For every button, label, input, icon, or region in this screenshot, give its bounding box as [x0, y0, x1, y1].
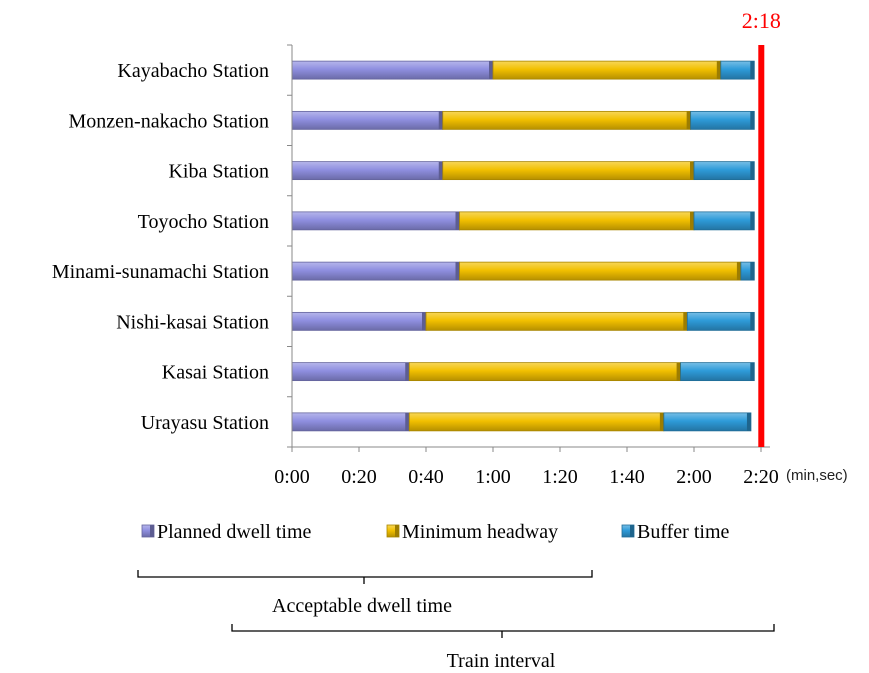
- bar-segment: [492, 60, 722, 80]
- x-tick-label: 1:40: [609, 466, 645, 488]
- bar-segment-bevel: [455, 262, 460, 281]
- bar-segment: [693, 211, 755, 231]
- bar-segment-bevel: [438, 111, 443, 130]
- bar-segment: [291, 110, 444, 130]
- train-interval-bracket: [231, 624, 775, 638]
- bar-segment-bevel: [405, 362, 410, 381]
- acceptable-dwell-bracket: [137, 570, 593, 584]
- category-label: Kiba Station: [168, 161, 269, 183]
- bar-segment: [291, 311, 427, 331]
- bar-segment: [291, 412, 410, 432]
- bar-segment: [690, 110, 755, 130]
- bar-segment: [442, 110, 692, 130]
- bar-segment: [291, 60, 494, 80]
- bar-segment-bevel: [750, 161, 755, 180]
- bar-segment-bevel: [746, 412, 751, 431]
- bar-segment-bevel: [683, 312, 688, 331]
- bar-segment: [291, 261, 460, 281]
- train-interval-brace: Train interval: [231, 624, 775, 672]
- bar-segment: [408, 412, 665, 432]
- bar-segment-bevel: [676, 362, 681, 381]
- bar-segment-bevel: [690, 211, 694, 230]
- x-tick-label: 2:20: [743, 466, 779, 488]
- x-ticks: 0:00 0:20 0:40 1:00 1:20 1:40 2:00 2:20: [274, 447, 779, 488]
- category-label: Kasai Station: [162, 362, 269, 384]
- x-tick-label: 0:00: [274, 466, 310, 488]
- bar-segment-bevel: [750, 211, 755, 230]
- x-tick-label: 0:20: [341, 466, 377, 488]
- legend-swatch-bevel: [630, 525, 634, 537]
- bar-segment-bevel: [736, 262, 741, 281]
- x-unit-label: (min,sec): [786, 467, 848, 484]
- bar-segment: [291, 161, 444, 181]
- bar-segment-bevel: [750, 362, 755, 381]
- bar-segment: [442, 161, 695, 181]
- legend-label: Planned dwell time: [157, 521, 312, 543]
- category-label: Minami-sunamachi Station: [52, 261, 269, 283]
- bar-segment-bevel: [405, 412, 410, 431]
- bar-segment: [291, 362, 410, 382]
- bar-segment: [680, 362, 755, 382]
- x-tick-label: 1:00: [475, 466, 511, 488]
- bar-segment: [663, 412, 752, 432]
- acceptable-dwell-brace: Acceptable dwell time: [137, 570, 593, 617]
- bar-segment-bevel: [750, 61, 755, 80]
- bar-segment-bevel: [438, 161, 443, 180]
- bars: [291, 60, 755, 432]
- acceptable-dwell-label: Acceptable dwell time: [272, 595, 452, 617]
- bar-segment: [425, 311, 688, 331]
- bar-segment: [720, 60, 755, 80]
- bar-segment: [408, 362, 682, 382]
- x-tick-label: 0:40: [408, 466, 444, 488]
- category-label: Monzen-nakacho Station: [69, 110, 270, 132]
- legend-label: Buffer time: [637, 521, 730, 543]
- bar-segment-bevel: [750, 312, 755, 331]
- x-tick-label: 2:00: [676, 466, 712, 488]
- reference-line-label: 2:18: [742, 8, 781, 33]
- legend-swatch-bevel: [150, 525, 154, 537]
- bar-segment-bevel: [686, 111, 691, 130]
- bar-segment: [291, 211, 460, 231]
- bar-segment-bevel: [659, 412, 664, 431]
- category-label: Kayabacho Station: [117, 60, 269, 82]
- legend-swatch-bevel: [395, 525, 399, 537]
- bar-segment: [459, 211, 695, 231]
- bar-segment-bevel: [422, 312, 426, 331]
- category-label: Urayasu Station: [141, 412, 269, 434]
- category-label: Nishi-kasai Station: [116, 311, 269, 333]
- bar-segment-bevel: [716, 61, 721, 80]
- category-labels: Kayabacho Station Monzen-nakacho Station K…: [52, 60, 269, 434]
- bar-segment-bevel: [750, 111, 755, 130]
- bar-segment: [693, 161, 755, 181]
- x-tick-label: 1:20: [542, 466, 578, 488]
- legend-label: Minimum headway: [402, 521, 558, 543]
- axes: [287, 44, 770, 448]
- reference-line-group: 2:18: [742, 8, 781, 447]
- bar-segment: [459, 261, 742, 281]
- bar-segment-bevel: [455, 211, 460, 230]
- category-label: Toyocho Station: [138, 211, 269, 233]
- bar-segment: [686, 311, 755, 331]
- bar-segment-bevel: [750, 262, 755, 281]
- bar-segment-bevel: [489, 61, 493, 80]
- legend: Planned dwell time Minimum headway Buffer …: [141, 521, 730, 543]
- train-interval-label: Train interval: [447, 650, 556, 672]
- bar-segment-bevel: [690, 161, 694, 180]
